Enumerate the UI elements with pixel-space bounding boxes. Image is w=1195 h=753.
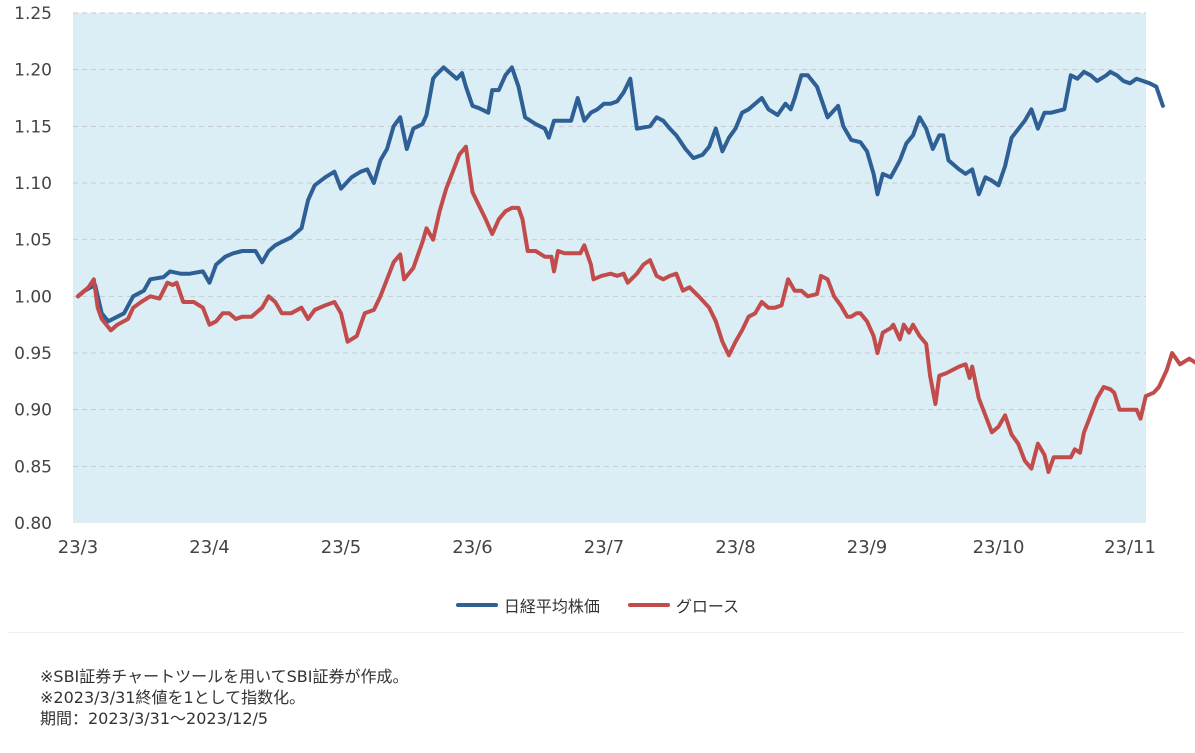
- y-tick-label: 0.85: [14, 457, 52, 477]
- x-axis-ticks: 23/3 23/4 23/5 23/6 23/7 23/8 23/9 23/10 23/11: [58, 537, 1156, 558]
- legend-item-growth: グロース: [627, 593, 740, 617]
- footnote-index: ※2023/3/31終値を1として指数化。: [40, 688, 306, 707]
- line-chart: 0.80 0.85 0.90 0.95 1.00 1.05 1.10 1.15 1.20 1.25…: [14, 4, 1195, 558]
- separator: [8, 632, 1184, 633]
- y-tick-label: 1.25: [14, 4, 52, 24]
- y-axis-ticks: 0.80 0.85 0.90 0.95 1.00 1.05 1.10 1.15 1.20 1.25: [14, 4, 52, 534]
- y-tick-label: 1.20: [14, 61, 52, 81]
- footnote-period: 期間：2023/3/31～2023/12/5: [40, 709, 269, 728]
- series-line-growth: [76, 144, 1195, 474]
- series-lines: [76, 65, 1195, 474]
- legend: 日経平均株価 グロース: [0, 590, 1195, 620]
- x-tick-label: 23/7: [584, 537, 624, 558]
- legend-label-nikkei: 日経平均株価: [503, 597, 600, 616]
- x-tick-label: 23/4: [189, 537, 229, 558]
- footnotes: ※SBI証券チャートツールを用いてSBI証券が作成。 ※2023/3/31終値を…: [40, 666, 408, 729]
- footnote-source: ※SBI証券チャートツールを用いてSBI証券が作成。: [40, 667, 409, 686]
- x-tick-label: 23/5: [321, 537, 361, 558]
- plot-area: [73, 13, 1146, 523]
- legend-item-nikkei: 日経平均株価: [455, 593, 600, 617]
- x-tick-label: 23/9: [847, 537, 887, 558]
- x-tick-label: 23/11: [1104, 537, 1156, 558]
- x-tick-label: 23/6: [452, 537, 492, 558]
- grid-lines: [73, 12, 1146, 467]
- y-tick-label: 1.15: [14, 117, 52, 137]
- x-tick-label: 23/10: [973, 537, 1025, 558]
- y-tick-label: 0.80: [14, 514, 52, 534]
- y-tick-label: 0.95: [14, 344, 52, 364]
- y-tick-label: 1.10: [14, 174, 52, 194]
- x-tick-label: 23/3: [58, 537, 98, 558]
- y-tick-label: 0.90: [14, 401, 52, 421]
- series-line-nikkei: [76, 65, 1165, 324]
- legend-swatch-growth: [627, 603, 670, 607]
- y-tick-label: 1.00: [14, 287, 52, 307]
- y-tick-label: 1.05: [14, 231, 52, 251]
- legend-label-growth: グロース: [675, 597, 740, 616]
- legend-swatch-nikkei: [455, 603, 498, 607]
- x-tick-label: 23/8: [715, 537, 755, 558]
